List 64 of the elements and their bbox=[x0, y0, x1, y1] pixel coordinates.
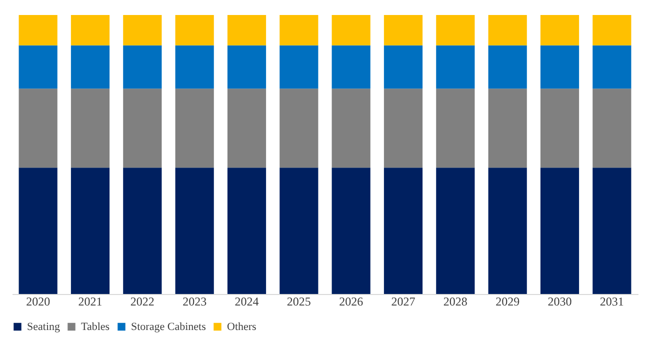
bar bbox=[280, 15, 318, 46]
bar bbox=[227, 15, 266, 46]
x-tick-label: 2031 bbox=[600, 294, 624, 308]
bar bbox=[332, 168, 370, 294]
bar bbox=[175, 168, 214, 294]
bar bbox=[332, 15, 370, 46]
legend-label: Seating bbox=[27, 320, 60, 333]
bar bbox=[70, 15, 110, 46]
bar bbox=[488, 168, 527, 294]
bar bbox=[384, 15, 423, 46]
bar bbox=[332, 88, 370, 168]
bar bbox=[436, 168, 475, 294]
x-tick-label: 2028 bbox=[443, 294, 468, 308]
bar bbox=[280, 45, 318, 89]
bar bbox=[436, 45, 475, 89]
x-tick-label: 2026 bbox=[339, 294, 364, 308]
bar bbox=[70, 168, 110, 294]
bar bbox=[175, 15, 214, 46]
x-tick-label: 2024 bbox=[234, 294, 259, 308]
bar bbox=[592, 15, 632, 46]
bar bbox=[540, 15, 580, 46]
bar bbox=[280, 88, 318, 168]
bar bbox=[123, 15, 162, 46]
x-tick-label: 2030 bbox=[548, 294, 572, 308]
bar bbox=[70, 88, 110, 168]
bar bbox=[332, 45, 370, 89]
bar bbox=[488, 15, 527, 46]
bar bbox=[592, 168, 632, 294]
bar bbox=[123, 45, 162, 89]
x-tick-label: 2023 bbox=[182, 294, 207, 308]
x-tick-label: 2021 bbox=[78, 294, 102, 308]
x-tick-label: 2022 bbox=[130, 294, 154, 308]
bar bbox=[280, 168, 318, 294]
bar bbox=[18, 168, 58, 294]
x-tick-label: 2025 bbox=[286, 294, 311, 308]
bar bbox=[436, 15, 475, 46]
bar bbox=[488, 45, 527, 89]
bar bbox=[70, 45, 110, 89]
bar bbox=[175, 45, 214, 89]
bar bbox=[384, 45, 423, 89]
legend-label: Others bbox=[227, 320, 256, 333]
bar bbox=[592, 45, 632, 89]
bar bbox=[18, 15, 58, 46]
bar bbox=[123, 168, 162, 294]
bar bbox=[175, 88, 214, 168]
bar bbox=[540, 168, 580, 294]
x-tick-label: 2020 bbox=[26, 294, 50, 308]
bar bbox=[18, 88, 58, 168]
bar bbox=[227, 88, 266, 168]
bar bbox=[123, 88, 162, 168]
legend-label: Tables bbox=[81, 320, 110, 333]
bar bbox=[384, 88, 423, 168]
bar bbox=[227, 168, 266, 294]
bar bbox=[18, 45, 58, 89]
bar bbox=[540, 88, 580, 168]
x-tick-label: 2029 bbox=[496, 294, 520, 308]
bar bbox=[592, 88, 632, 168]
bar bbox=[227, 45, 266, 89]
bar bbox=[488, 88, 527, 168]
x-tick-label: 2027 bbox=[391, 294, 416, 308]
bar bbox=[436, 88, 475, 168]
bar bbox=[384, 168, 423, 294]
bar bbox=[540, 45, 580, 89]
legend-label: Storage Cabinets bbox=[131, 320, 206, 333]
